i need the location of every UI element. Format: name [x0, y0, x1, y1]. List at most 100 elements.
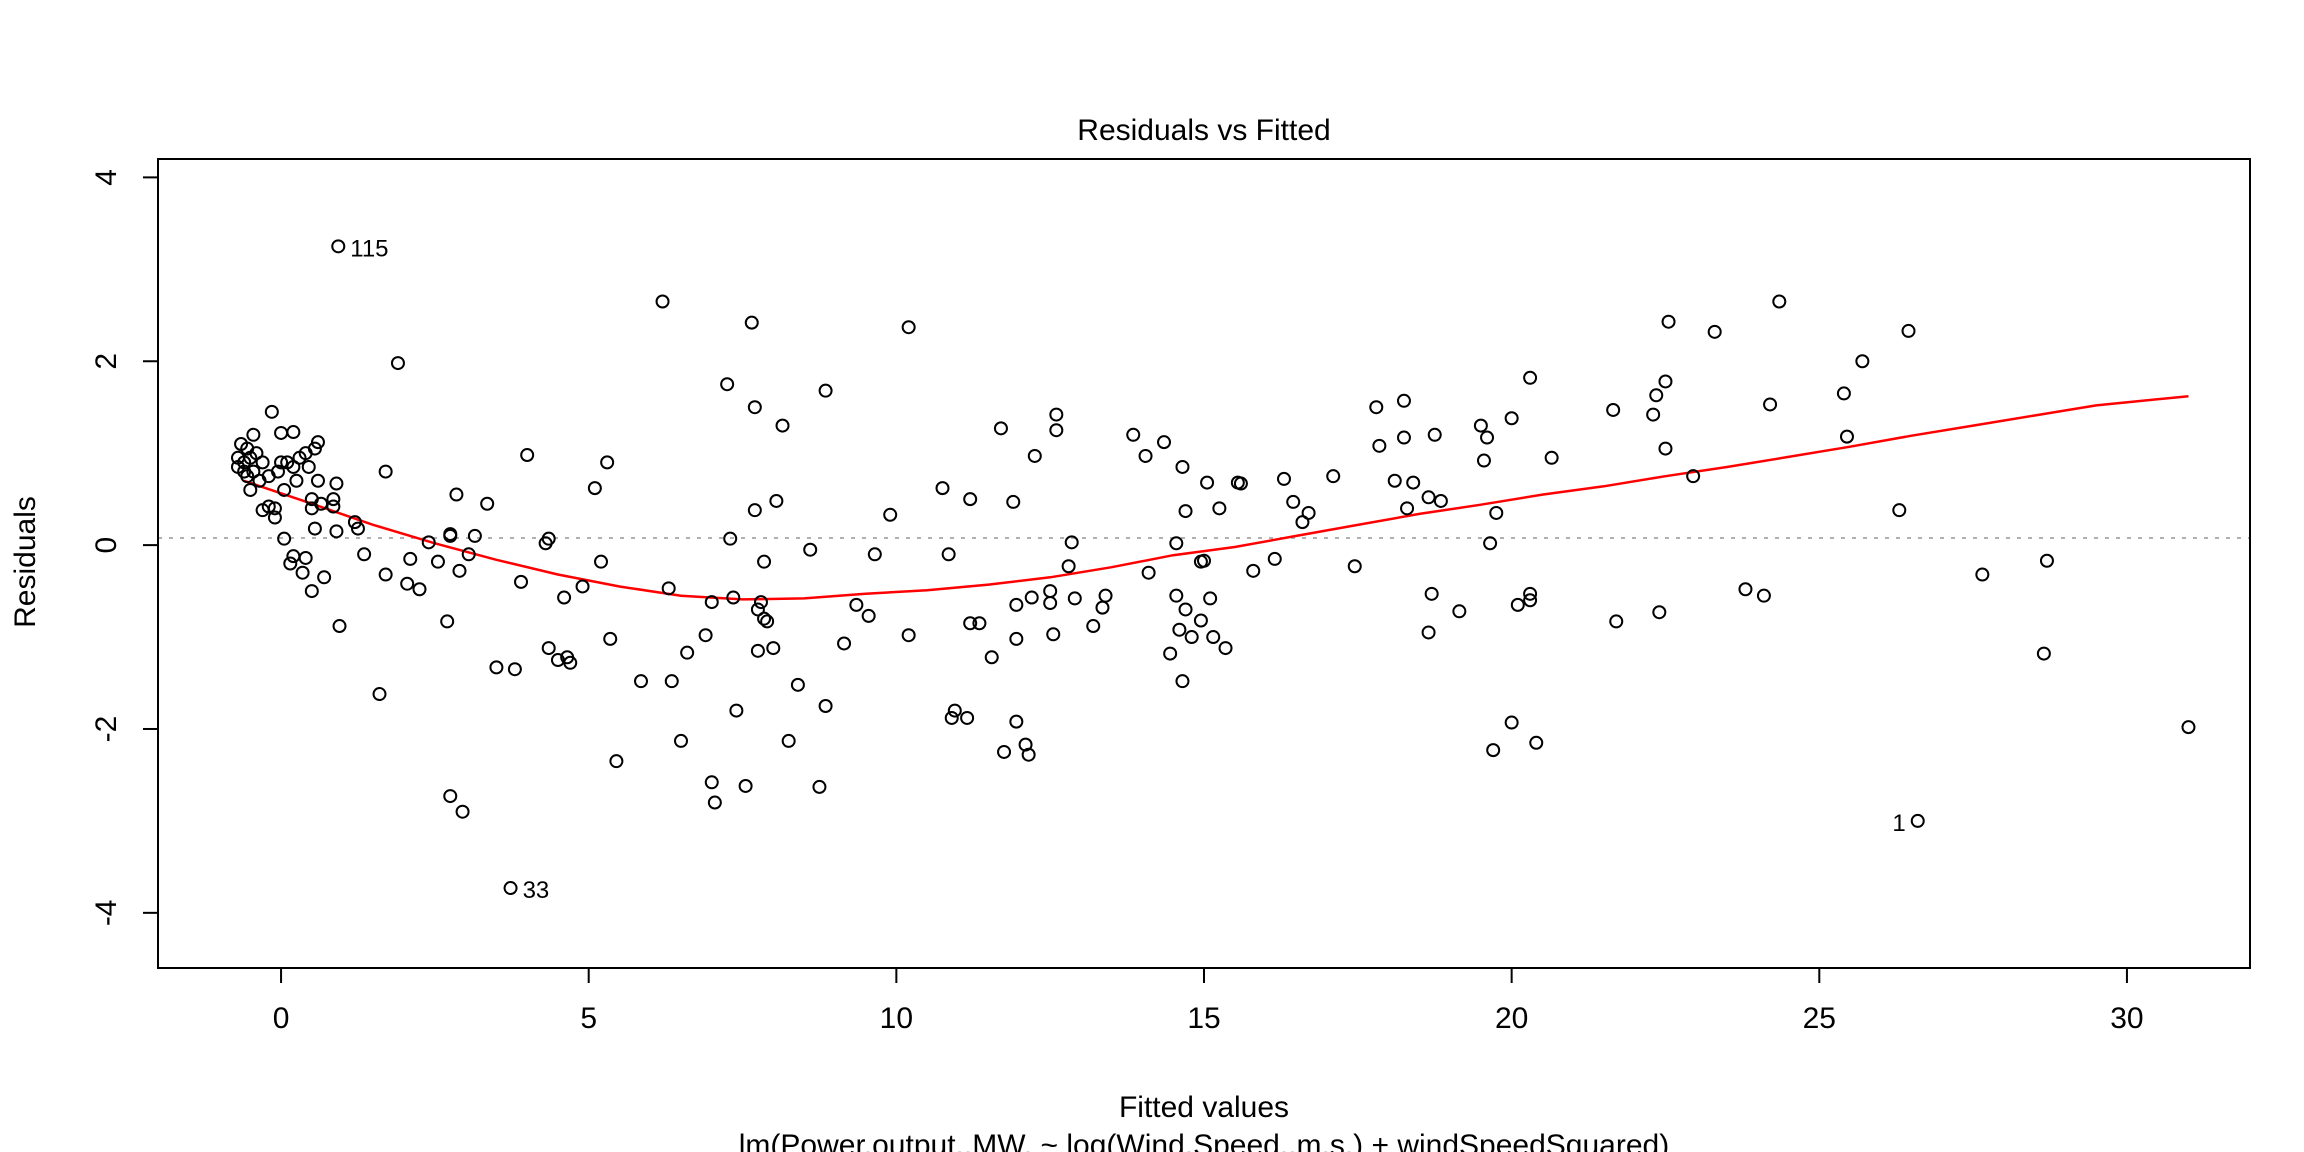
data-point: [350, 521, 365, 536]
data-point: [837, 636, 852, 651]
data-point: [1686, 469, 1701, 484]
data-point: [480, 496, 495, 511]
data-point: [1606, 402, 1621, 417]
data-point: [1772, 294, 1787, 309]
data-point: [421, 535, 436, 550]
data-point: [1301, 505, 1316, 520]
data-point: [1178, 602, 1193, 617]
data-point: [1483, 536, 1498, 551]
data-point: [298, 550, 313, 565]
data-point: [963, 616, 978, 631]
data-point: [1480, 430, 1495, 445]
data-point: [603, 631, 618, 646]
data-point: [993, 421, 1008, 436]
data-point: [935, 481, 950, 496]
data-point: [750, 643, 765, 658]
data-point: [261, 499, 276, 514]
x-axis-label: Fitted values: [1119, 1091, 1289, 1124]
data-point: [1646, 407, 1661, 422]
data-point: [747, 503, 762, 518]
data-point: [520, 448, 535, 463]
x-tick-label: 15: [1187, 1002, 1220, 1035]
data-point: [326, 492, 341, 507]
data-point: [1049, 407, 1064, 422]
x-tick-label: 20: [1495, 1002, 1528, 1035]
outlier-label: 115: [350, 235, 388, 262]
data-point: [430, 554, 445, 569]
y-tick-label: 2: [90, 353, 123, 370]
data-point: [267, 501, 282, 516]
outlier-label: 33: [523, 877, 550, 904]
data-point: [1138, 448, 1153, 463]
data-point: [753, 595, 768, 610]
data-point: [400, 576, 415, 591]
outlier-label: 1: [1892, 810, 1905, 837]
data-point: [1009, 597, 1024, 612]
data-point: [1504, 715, 1519, 730]
data-point: [674, 733, 688, 748]
data-point: [304, 584, 319, 599]
data-point: [594, 554, 609, 569]
data-point: [1218, 641, 1233, 656]
data-point: [295, 565, 310, 580]
data-point: [277, 531, 292, 546]
y-axis: -4 -2 0 2 4: [90, 169, 159, 926]
data-point: [861, 608, 876, 623]
data-point: [541, 531, 556, 546]
data-point: [1396, 430, 1411, 445]
data-point: [1233, 476, 1248, 491]
data-point: [963, 492, 978, 507]
data-point: [1157, 435, 1172, 450]
data-point: [747, 400, 762, 415]
y-tick-label: 4: [90, 169, 123, 186]
data-point: [947, 703, 962, 718]
data-point: [1473, 418, 1488, 433]
data-point: [609, 754, 624, 769]
data-point: [723, 531, 738, 546]
data-point: [1184, 630, 1199, 645]
data-point: [1523, 370, 1538, 385]
data-point: [775, 418, 790, 433]
data-point: [372, 687, 387, 702]
data-point: [760, 614, 775, 629]
data-point: [1027, 448, 1042, 463]
data-point: [2181, 720, 2196, 735]
data-point: [329, 524, 344, 539]
data-point: [704, 775, 719, 790]
data-point: [707, 795, 722, 810]
data-point: [1126, 427, 1141, 442]
y-tick-label: -4: [90, 899, 123, 926]
data-point: [1067, 591, 1082, 606]
data-point: [274, 455, 289, 470]
data-point: [286, 425, 301, 440]
data-point: [1200, 475, 1215, 490]
data-point: [1169, 588, 1184, 603]
data-point: [286, 549, 301, 564]
data-point: [818, 383, 833, 398]
data-point: [514, 574, 529, 589]
data-point: [1326, 469, 1341, 484]
data-point: [655, 294, 670, 309]
data-point: [1172, 622, 1187, 637]
data-point: [255, 455, 270, 470]
data-point: [766, 641, 781, 656]
chart-title: Residuals vs Fitted: [1077, 114, 1330, 147]
data-point: [1424, 586, 1439, 601]
data-point: [283, 556, 298, 571]
y-axis-label: Residuals: [9, 496, 42, 628]
data-point: [307, 441, 322, 456]
data-point: [812, 779, 827, 794]
data-point: [301, 459, 316, 474]
data-point: [503, 881, 518, 896]
data-point: [1086, 619, 1101, 634]
data-point: [1212, 501, 1227, 516]
data-point: [455, 804, 470, 819]
x-tick-label: 5: [580, 1002, 597, 1035]
data-point: [452, 563, 467, 578]
data-point: [1523, 593, 1538, 608]
data-point: [1163, 646, 1178, 661]
data-point: [1839, 429, 1854, 444]
data-point: [1175, 459, 1190, 474]
data-point: [1043, 596, 1058, 611]
data-point: [1763, 397, 1778, 412]
